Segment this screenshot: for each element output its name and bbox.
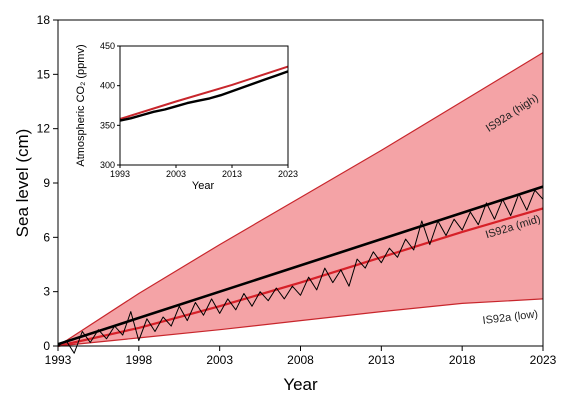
inset-y-tick-label: 300 <box>100 160 115 170</box>
y-tick-label: 6 <box>43 230 50 244</box>
inset-x-tick-label: 2013 <box>222 169 242 179</box>
series-line-is92a-mid <box>57 207 544 348</box>
inset-series-line-0 <box>119 65 289 120</box>
x-tick-label: 2008 <box>287 353 314 367</box>
series-line-is92a-high <box>57 52 544 347</box>
inset-y-axis-label: Atmospheric CO₂ (ppmv) <box>75 44 87 166</box>
inset-plot-frame <box>119 45 289 166</box>
inset-x-tick-label: 2023 <box>278 169 298 179</box>
main-y-ticks: 0 3 6 9 12 15 18 <box>37 13 58 353</box>
series-line-trend <box>57 185 544 346</box>
series-line-is92a-low <box>57 298 544 347</box>
series-line-observed <box>57 189 544 354</box>
inset-x-tick-label: 1993 <box>110 169 130 179</box>
inset-x-ticks: 1993 2003 2013 2023 <box>110 165 298 179</box>
x-tick-label: 1993 <box>45 353 72 367</box>
inset-x-axis-label: Year <box>192 180 215 192</box>
y-tick-label: 12 <box>37 122 51 136</box>
inset-x-tick-label: 2003 <box>166 169 186 179</box>
x-tick-label: 2003 <box>206 353 233 367</box>
main-series-group <box>57 52 544 354</box>
inset-y-tick-label: 450 <box>100 41 115 51</box>
y-tick-label: 15 <box>37 67 51 81</box>
inset-y-tick-label: 400 <box>100 81 115 91</box>
main-x-axis-label: Year <box>283 375 318 394</box>
main-y-axis-label: Sea level (cm) <box>13 129 32 238</box>
inset-y-ticks: 300 350 400 450 <box>100 41 120 170</box>
x-tick-label: 2018 <box>449 353 476 367</box>
scenario-label-is92a-low: IS92a (low) <box>482 308 539 327</box>
inset-y-tick-label: 350 <box>100 120 115 130</box>
inset-plot: 1993 2003 2013 2023 300 350 400 450 Year Atmos… <box>75 41 298 192</box>
main-plot: 1993 1998 2003 2008 2013 2018 2023 0369121518 … <box>13 13 557 394</box>
x-tick-label: 2023 <box>530 353 557 367</box>
inset-background <box>120 46 288 165</box>
y-tick-label: 0 <box>43 339 50 353</box>
x-tick-label: 1998 <box>125 353 152 367</box>
main-x-ticks: 1993 1998 2003 2008 2013 2018 2023 <box>45 346 557 367</box>
x-tick-label: 2013 <box>368 353 395 367</box>
y-tick-label: 18 <box>37 13 51 27</box>
y-tick-label: 3 <box>43 285 50 299</box>
inset-series-group <box>119 65 289 122</box>
inset-series-line-1 <box>119 70 289 122</box>
y-tick-label: 9 <box>43 176 50 190</box>
